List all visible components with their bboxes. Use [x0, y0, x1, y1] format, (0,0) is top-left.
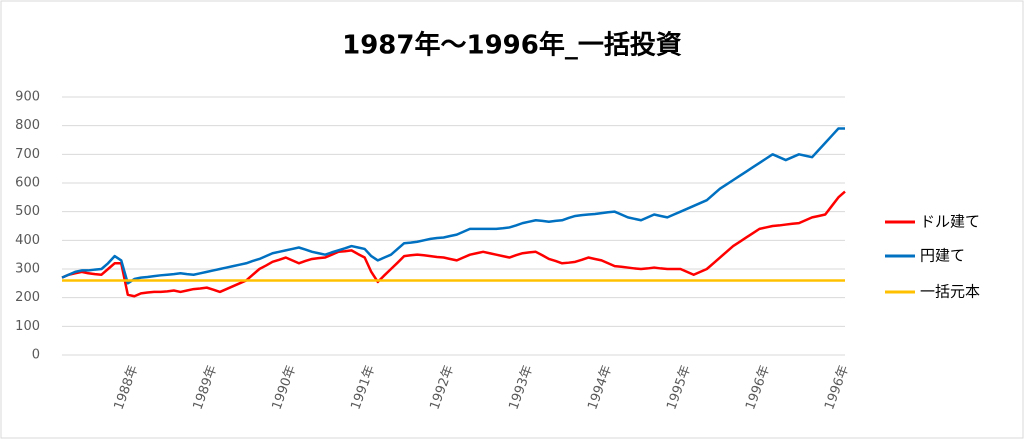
y-tick-label: 300: [15, 262, 40, 277]
y-tick-label: 700: [15, 147, 40, 162]
y-tick-label: 600: [15, 176, 40, 191]
y-tick-label: 400: [15, 233, 40, 248]
chart-title: 1987年～1996年_一括投資: [342, 30, 682, 61]
legend-label: 円建て: [920, 247, 965, 265]
legend-label: 一括元本: [920, 283, 980, 301]
y-tick-label: 0: [32, 348, 40, 363]
y-tick-label: 900: [15, 90, 40, 105]
series-line: [61, 190, 846, 298]
series-line: [61, 127, 845, 285]
y-tick-label: 200: [15, 290, 40, 305]
y-tick-label: 100: [15, 319, 40, 334]
y-tick-label: 500: [15, 204, 40, 219]
legend-label: ドル建て: [920, 213, 980, 231]
y-tick-label: 800: [15, 118, 40, 133]
